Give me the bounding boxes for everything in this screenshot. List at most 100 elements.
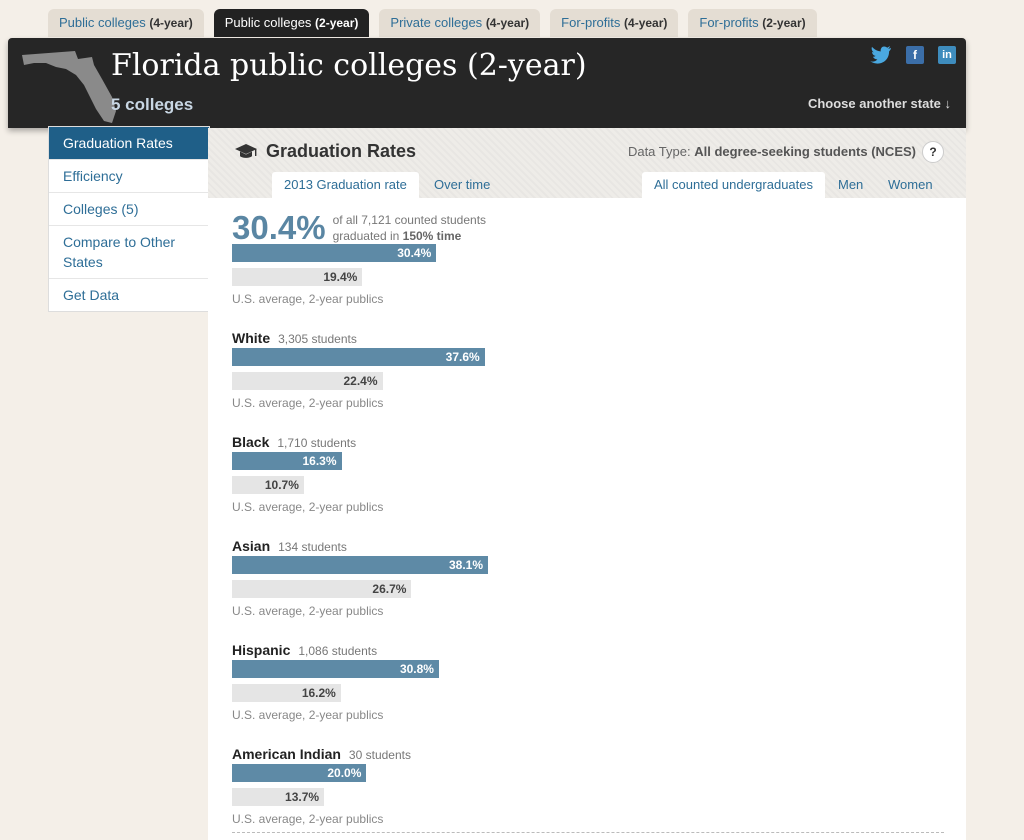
linkedin-icon[interactable]: in <box>938 46 956 64</box>
overall-desc-prefix: graduated in <box>332 229 400 243</box>
graduation-cap-icon <box>235 143 257 158</box>
us-bar-row: 26.7% <box>232 580 932 600</box>
sidebar-item-compare[interactable]: Compare to Other States <box>49 226 209 279</box>
state-bar: 38.1% <box>232 556 489 574</box>
group-header: Hispanic 1,086 students <box>232 640 932 660</box>
tab-label: Private colleges <box>390 15 483 30</box>
group-count: 134 students <box>278 540 347 554</box>
us-bar-row: 16.2% <box>232 684 932 704</box>
group-asian: Asian 134 students 38.1% 26.7% U.S. avera… <box>232 536 932 620</box>
group-count: 1,710 students <box>277 436 357 450</box>
panel-header: Graduation Rates Data Type: All degree-s… <box>208 128 966 198</box>
tab-label: For-profits <box>561 15 621 30</box>
twitter-icon[interactable] <box>870 46 892 64</box>
group-count: 1,086 students <box>298 644 378 658</box>
group-black: Black 1,710 students 16.3% 10.7% U.S. ave… <box>232 432 932 516</box>
tab-all-undergraduates[interactable]: All counted undergraduates <box>642 172 826 198</box>
data-type-label: Data Type: <box>627 144 691 159</box>
us-bar: 22.4% <box>232 372 383 390</box>
sidebar-item-colleges[interactable]: Colleges (5) <box>49 193 209 226</box>
section-title-text: Graduation Rates <box>266 141 417 161</box>
data-type[interactable]: Data Type: All degree-seeking students (… <box>628 144 916 159</box>
overall-state-row: 30.4% <box>232 244 932 264</box>
us-bar-row: 13.7% <box>232 788 932 808</box>
data-type-value: All degree-seeking students (NCES) <box>694 144 916 159</box>
help-button[interactable]: ? <box>922 141 944 163</box>
tab-public-4year[interactable]: Public colleges (4-year) <box>48 9 204 37</box>
us-average-label: U.S. average, 2-year publics <box>232 500 384 514</box>
state-bar: 30.8% <box>232 660 439 678</box>
state-header: Florida public colleges (2-year) 5 colle… <box>8 38 966 128</box>
us-average-label: U.S. average, 2-year publics <box>232 812 384 826</box>
us-average-label: U.S. average, 2-year publics <box>232 292 384 306</box>
state-bar-row: 37.6% <box>232 348 932 368</box>
overall-desc-bold: 150% time <box>402 229 462 243</box>
tab-label: For-profits <box>699 15 759 30</box>
tab-forprofit-4year[interactable]: For-profits (4-year) <box>550 9 679 37</box>
us-bar: 16.2% <box>232 684 341 702</box>
group-name: Hispanic <box>232 642 291 658</box>
us-bar-row: 10.7% <box>232 476 932 496</box>
state-bar: 37.6% <box>232 348 485 366</box>
state-bar: 20.0% <box>232 764 367 782</box>
us-bar: 26.7% <box>232 580 412 598</box>
us-average-label: U.S. average, 2-year publics <box>232 396 384 410</box>
state-bar-row: 38.1% <box>232 556 932 576</box>
group-header: Asian 134 students <box>232 536 932 556</box>
tab-women[interactable]: Women <box>888 177 933 192</box>
group-white: White 3,305 students 37.6% 22.4% U.S. ave… <box>232 328 932 412</box>
social-links: f in <box>870 46 956 64</box>
tab-private-4year[interactable]: Private colleges (4-year) <box>379 9 541 37</box>
overall-us-row: 19.4% <box>232 268 932 288</box>
group-name: Asian <box>232 538 271 554</box>
us-bar: 13.7% <box>232 788 325 806</box>
state-bar: 16.3% <box>232 452 342 470</box>
group-count: 3,305 students <box>278 332 357 346</box>
group-header: Black 1,710 students <box>232 432 932 452</box>
tab-2013-graduation-rate[interactable]: 2013 Graduation rate <box>272 172 419 198</box>
tab-suffix: (2-year) <box>762 16 806 30</box>
sidebar: Graduation Rates Efficiency Colleges (5)… <box>48 126 210 312</box>
facebook-icon[interactable]: f <box>906 46 924 64</box>
group-count: 30 students <box>348 748 411 762</box>
chart-content: 30.4% of all 7,121 counted students grad… <box>232 210 932 828</box>
state-bar-row: 30.8% <box>232 660 932 680</box>
group-hispanic: Hispanic 1,086 students 30.8% 16.2% U.S. … <box>232 640 932 724</box>
sidebar-item-get-data[interactable]: Get Data <box>63 287 120 303</box>
state-bar-row: 20.0% <box>232 764 932 784</box>
overall-rate: 30.4% <box>232 209 326 246</box>
sidebar-item-graduation-rates[interactable]: Graduation Rates <box>49 127 209 160</box>
us-average-label: U.S. average, 2-year publics <box>232 604 384 618</box>
page-title: Florida public colleges (2-year) <box>111 48 587 83</box>
overall-summary: 30.4% of all 7,121 counted students grad… <box>232 210 932 246</box>
florida-shape-icon <box>22 51 116 123</box>
tab-men[interactable]: Men <box>838 177 864 192</box>
section-title: Graduation Rates <box>234 141 416 162</box>
group-name: White <box>232 330 271 346</box>
tab-over-time[interactable]: Over time <box>434 177 491 192</box>
main-panel: Graduation Rates Data Type: All degree-s… <box>208 128 966 840</box>
us-average-label: U.S. average, 2-year publics <box>232 708 384 722</box>
overall-description: of all 7,121 counted students graduated … <box>333 212 486 244</box>
group-american-indian: American Indian 30 students 20.0% 13.7% U… <box>232 744 932 828</box>
tab-label: Public colleges <box>59 15 146 30</box>
tab-suffix: (4-year) <box>485 16 530 30</box>
overall-us-bar: 19.4% <box>232 268 363 286</box>
group-header: American Indian 30 students <box>232 744 932 764</box>
overall-desc-line2: graduated in 150% time <box>333 228 486 244</box>
sidebar-item-efficiency[interactable]: Efficiency <box>49 160 209 193</box>
group-name: American Indian <box>232 746 341 762</box>
tab-public-2year[interactable]: Public colleges (2-year) <box>213 9 370 37</box>
divider <box>232 832 944 833</box>
tab-forprofit-2year[interactable]: For-profits (2-year) <box>688 9 817 37</box>
overall-state-bar: 30.4% <box>232 244 437 262</box>
group-name: Black <box>232 434 270 450</box>
tab-suffix: (2-year) <box>315 16 359 30</box>
us-bar: 10.7% <box>232 476 304 494</box>
overall-desc-line1: of all 7,121 counted students <box>332 213 487 227</box>
tab-label: Public colleges <box>224 15 312 30</box>
group-header: White 3,305 students <box>232 328 932 348</box>
choose-state-link[interactable]: Choose another state ↓ <box>807 96 951 111</box>
sector-tabs: Public colleges (4-year) Public colleges… <box>48 9 827 37</box>
us-bar-row: 22.4% <box>232 372 932 392</box>
